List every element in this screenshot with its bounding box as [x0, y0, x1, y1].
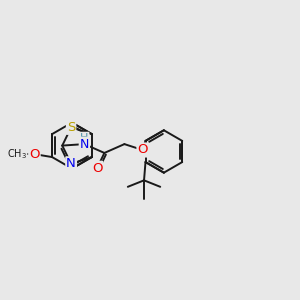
Text: H: H: [80, 133, 88, 142]
Text: O: O: [92, 162, 102, 175]
Text: S: S: [67, 121, 75, 134]
Text: N: N: [66, 157, 76, 170]
Text: N: N: [80, 138, 89, 151]
Text: O: O: [29, 148, 40, 160]
Text: CH$_3$: CH$_3$: [7, 147, 27, 161]
Text: O: O: [137, 143, 148, 157]
